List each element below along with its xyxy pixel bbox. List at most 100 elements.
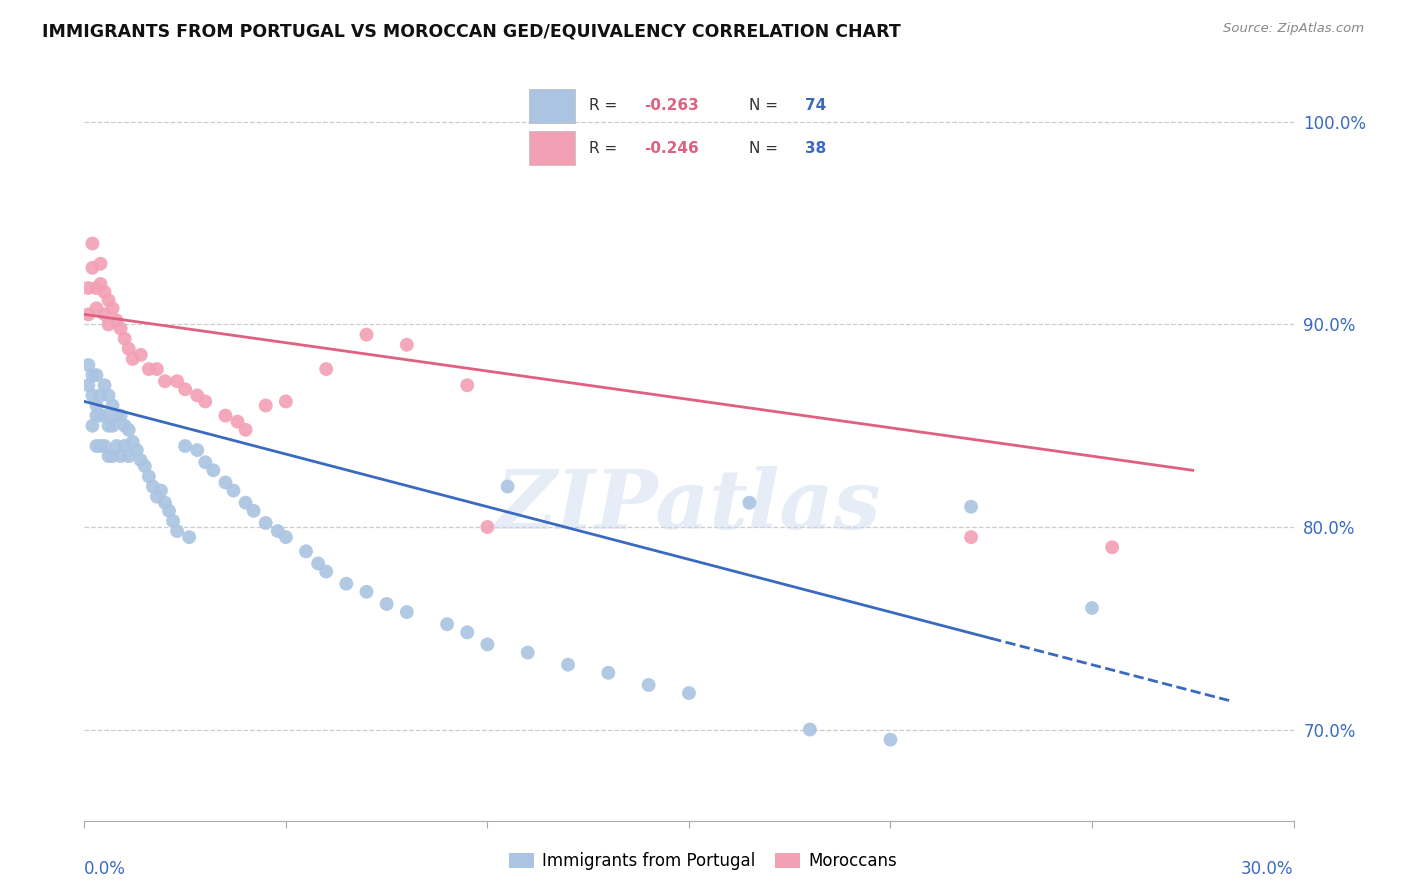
Point: [157, 504, 180, 518]
Point: [307, 557, 329, 571]
Point: [93, 409, 115, 423]
Point: [89, 257, 111, 271]
Point: [77, 281, 100, 295]
Point: [186, 388, 208, 402]
Point: [395, 337, 418, 351]
Point: [93, 378, 115, 392]
Point: [105, 439, 128, 453]
Point: [267, 524, 290, 538]
Point: [86, 368, 108, 383]
Point: [375, 597, 398, 611]
Point: [166, 374, 188, 388]
Point: [86, 439, 108, 453]
Point: [678, 686, 700, 700]
Point: [222, 483, 245, 498]
Point: [125, 443, 148, 458]
Point: [477, 520, 499, 534]
Point: [105, 409, 128, 423]
Point: [82, 236, 104, 251]
Point: [174, 382, 197, 396]
Point: [97, 388, 120, 402]
Point: [477, 637, 499, 651]
Point: [77, 378, 100, 392]
Point: [97, 449, 120, 463]
Point: [356, 584, 378, 599]
Point: [118, 342, 141, 356]
Point: [315, 565, 337, 579]
Point: [101, 449, 124, 463]
Point: [456, 625, 478, 640]
Point: [114, 332, 136, 346]
Point: [142, 479, 165, 493]
Point: [194, 394, 217, 409]
Point: [82, 368, 104, 383]
Point: [97, 318, 120, 332]
Point: [89, 409, 111, 423]
Point: [93, 285, 115, 299]
Point: [82, 418, 104, 433]
Point: [82, 260, 104, 275]
Point: [356, 327, 378, 342]
Point: [114, 418, 136, 433]
Point: [153, 496, 176, 510]
Point: [274, 394, 297, 409]
Point: [101, 301, 124, 316]
Point: [77, 358, 100, 372]
Point: [242, 504, 264, 518]
Point: [295, 544, 318, 558]
Point: [254, 399, 277, 413]
Point: [395, 605, 418, 619]
Point: [138, 469, 160, 483]
Point: [86, 399, 108, 413]
Point: [960, 500, 983, 514]
Point: [274, 530, 297, 544]
Point: [179, 530, 201, 544]
Point: [194, 455, 217, 469]
Point: [456, 378, 478, 392]
Point: [114, 439, 136, 453]
Point: [202, 463, 225, 477]
Point: [82, 388, 104, 402]
Point: [149, 483, 172, 498]
Point: [879, 732, 901, 747]
Text: IMMIGRANTS FROM PORTUGAL VS MOROCCAN GED/EQUIVALENCY CORRELATION CHART: IMMIGRANTS FROM PORTUGAL VS MOROCCAN GED…: [42, 22, 901, 40]
Point: [110, 321, 132, 335]
Point: [738, 496, 761, 510]
Point: [436, 617, 458, 632]
Point: [101, 399, 124, 413]
Point: [101, 418, 124, 433]
Point: [134, 459, 156, 474]
Point: [110, 409, 132, 423]
Point: [1101, 541, 1123, 555]
Point: [86, 409, 108, 423]
Point: [496, 479, 519, 493]
Point: [129, 453, 152, 467]
Point: [960, 530, 983, 544]
Point: [121, 434, 143, 449]
Point: [110, 449, 132, 463]
Point: [93, 307, 115, 321]
Text: 30.0%: 30.0%: [1241, 860, 1294, 878]
Point: [89, 277, 111, 291]
Point: [146, 362, 169, 376]
Point: [121, 351, 143, 366]
Point: [166, 524, 188, 538]
Point: [86, 281, 108, 295]
Point: [315, 362, 337, 376]
Point: [118, 449, 141, 463]
Point: [97, 293, 120, 308]
Point: [235, 496, 257, 510]
Point: [557, 657, 579, 672]
Point: [174, 439, 197, 453]
Point: [516, 646, 538, 660]
Point: [186, 443, 208, 458]
Point: [214, 409, 236, 423]
Point: [153, 374, 176, 388]
Text: ZIPatlas: ZIPatlas: [496, 466, 882, 546]
Point: [77, 307, 100, 321]
Point: [335, 576, 357, 591]
Point: [1081, 601, 1104, 615]
Point: [118, 423, 141, 437]
Point: [637, 678, 659, 692]
Point: [235, 423, 257, 437]
